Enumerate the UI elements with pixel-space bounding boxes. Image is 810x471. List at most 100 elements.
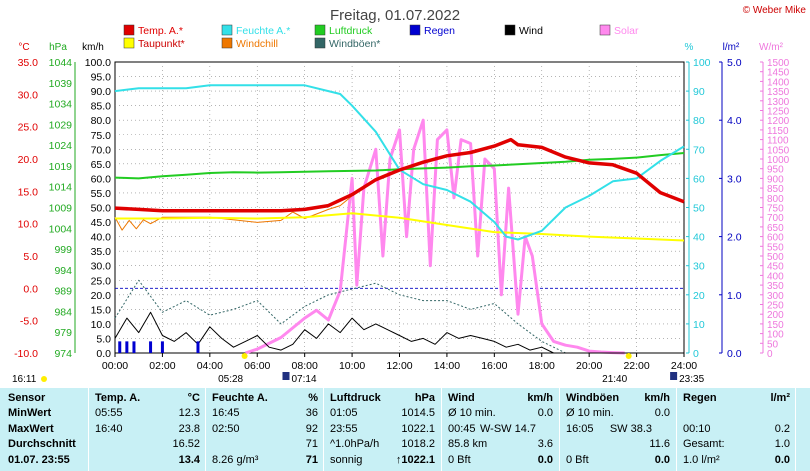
table-header: km/h — [644, 392, 670, 404]
copyright: © Weber Mike — [743, 5, 807, 16]
solar-axis-tick: 950 — [767, 165, 784, 176]
humidity-axis-tick: 50 — [693, 203, 705, 215]
solar-axis-tick: 900 — [767, 174, 784, 185]
humidity-value: 92 — [305, 422, 318, 435]
wind-axis-tick: 35.0 — [91, 246, 112, 258]
pressure-value: 1018.2 — [401, 438, 435, 450]
x-tick: 04:00 — [197, 360, 223, 372]
humidity-axis-tick: 20 — [693, 290, 705, 302]
table-header: °C — [187, 392, 200, 404]
table-separator — [676, 388, 677, 471]
solar-axis-tick: 750 — [767, 204, 784, 215]
statistics-table: Sensor Temp. A. °C Feuchte A.% Luftdruck hPa W… — [0, 388, 810, 471]
solar-axis-tick: 250 — [767, 301, 784, 312]
row-label: MinWert — [8, 407, 52, 419]
solar-axis-tick: 600 — [767, 233, 784, 244]
solar-axis-tick: 1450 — [767, 68, 790, 79]
grid — [115, 62, 684, 353]
table-separator — [88, 388, 89, 471]
wind-direction: W-SW 14.7 — [480, 422, 537, 435]
solar-axis-tick: 50 — [767, 339, 779, 350]
series-windchill — [114, 195, 353, 231]
temp-axis-tick: -5.0 — [20, 316, 38, 328]
solar-axis-tick: 550 — [767, 242, 784, 253]
wind-axis-tick: 65.0 — [91, 159, 112, 171]
legend-label: Temp. A.* — [138, 25, 183, 37]
chart-title: Freitag, 01.07.2022 — [330, 7, 460, 24]
x-tick: 10:00 — [339, 360, 365, 372]
series-solar — [244, 118, 625, 355]
wind-axis-tick: 70.0 — [91, 144, 112, 156]
temp-axis-tick: 30.0 — [18, 89, 39, 101]
sunrise-icon — [241, 353, 248, 359]
rain-bar — [160, 341, 164, 353]
pressure-axis-tick: 984 — [54, 306, 72, 318]
pressure-axis-tick: 1024 — [49, 140, 73, 152]
humidity-axis-tick: 80 — [693, 115, 705, 127]
sun-moon-marks: 16:11 05:28 21:40 07:14 23:35 — [12, 353, 705, 385]
solar-axis-tick: 700 — [767, 213, 784, 224]
table-header: Feuchte A. — [212, 392, 268, 404]
temp-time: 16:40 — [95, 422, 123, 435]
gust-direction: SW 38.3 — [609, 422, 652, 435]
moonrise-icon — [282, 372, 290, 380]
sunset-time: 21:40 — [602, 374, 627, 385]
table-header: Windböen — [566, 392, 620, 404]
legend-label: Regen — [424, 25, 455, 37]
solar-axis-tick: 1100 — [767, 136, 789, 147]
solar-axis-tick: 1350 — [767, 87, 790, 98]
gust-label: Ø 10 min. — [566, 407, 614, 419]
solar-axis-tick: 300 — [767, 291, 784, 302]
rain-bar — [125, 341, 129, 353]
rain-axis-tick: 0.0 — [727, 348, 742, 360]
wind-axis-tick: 90.0 — [91, 86, 112, 98]
humidity-time: 02:50 — [212, 422, 240, 435]
pressure-value: 1014.5 — [401, 407, 435, 419]
legend-label: Wind — [519, 25, 543, 37]
moonset-icon — [670, 372, 678, 380]
solar-axis-tick: 400 — [767, 271, 784, 282]
pressure-axis-tick: 1039 — [49, 78, 73, 90]
legend-label: Windböen* — [329, 38, 380, 50]
temp-axis-tick: 10.0 — [18, 219, 39, 231]
pressure-value: 1022.1 — [401, 422, 435, 435]
legend-swatch — [599, 24, 611, 36]
solar-axis-tick: 150 — [767, 320, 784, 331]
row-label: 01.07. 23:55 — [8, 453, 70, 466]
solar-axis-tick: 850 — [767, 184, 784, 195]
temp-axis-tick: -10.0 — [14, 348, 38, 360]
pressure-value: ↑1022.1 — [395, 453, 435, 466]
table-separator — [559, 388, 560, 471]
wind-value: 0.0 — [537, 407, 553, 419]
table-header: l/m² — [770, 392, 790, 404]
pressure-axis-tick: 974 — [54, 348, 72, 360]
rain-axis-tick: 4.0 — [727, 115, 742, 127]
table-header: % — [308, 392, 318, 404]
right-axes: 10090807060504030201005.04.03.02.01.00.0… — [686, 57, 790, 360]
pressure-unit: hPa — [49, 42, 67, 53]
legend-label: Windchill — [236, 38, 278, 50]
solar-axis-tick: 1300 — [767, 97, 790, 108]
legend-label: Feuchte A.* — [236, 25, 290, 37]
x-tick: 08:00 — [292, 360, 318, 372]
wind-axis-tick: 50.0 — [91, 203, 112, 215]
wind-axis-tick: 25.0 — [91, 275, 112, 287]
rain-axis-tick: 3.0 — [727, 173, 742, 185]
left-axes: 35.0 30.0 25.0 20.0 15.0 10.0 5.0 0.0 -5.0 -10.0 1… — [14, 57, 111, 360]
pressure-axis-tick: 1034 — [49, 99, 73, 111]
wind-label: Ø 10 min. — [448, 407, 496, 419]
wind-axis-tick: 10.0 — [91, 319, 112, 331]
rain-bar — [118, 341, 122, 353]
legend-swatch — [221, 24, 233, 36]
wind-axis-tick: 0.0 — [96, 348, 111, 360]
rain-axis-tick: 2.0 — [727, 232, 742, 244]
humidity-axis-tick: 10 — [693, 319, 705, 331]
humidity-axis-tick: 70 — [693, 144, 705, 156]
x-tick: 14:00 — [434, 360, 460, 372]
weather-chart: Freitag, 01.07.2022 © Weber Mike Temp. A… — [12, 5, 807, 385]
gust-value: 0.0 — [654, 453, 670, 466]
humidity-time: 16:45 — [212, 407, 240, 419]
table-header: Sensor — [8, 392, 46, 404]
gust-value: 11.6 — [649, 438, 670, 450]
humidity-axis-tick: 30 — [693, 261, 705, 273]
